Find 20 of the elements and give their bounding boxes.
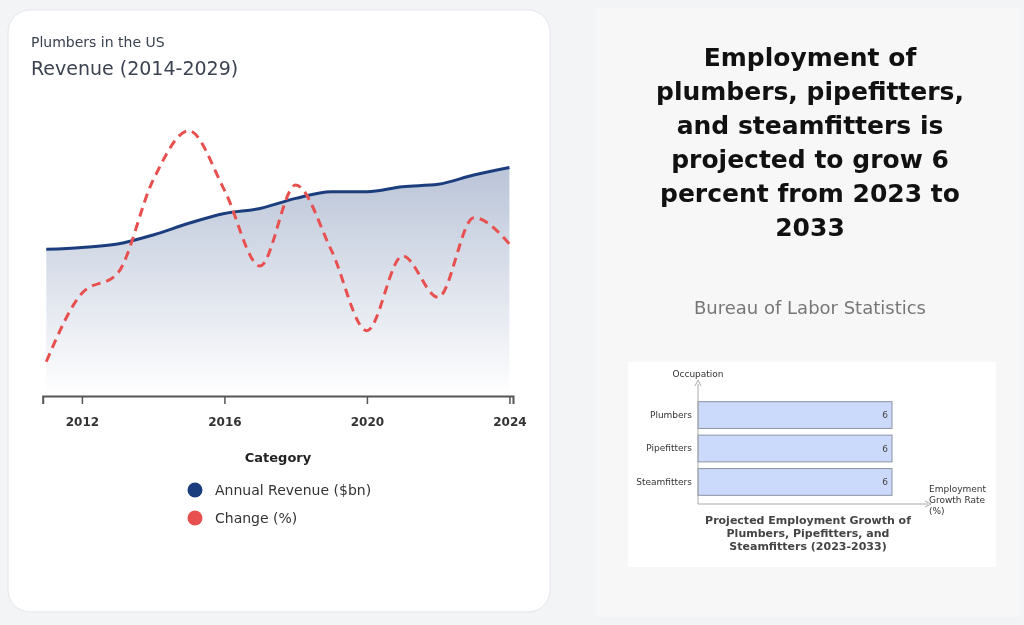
x-axis-title: Category <box>244 450 312 465</box>
y-tick-label: Pipefitters <box>646 443 693 454</box>
text: Projected Employment Growth of Plumbers, Pipefitters, and Steamfitters (2023-2033) <box>705 514 912 553</box>
chart-subtitle: Bureau of Labor Statistics <box>694 297 926 318</box>
chart-subtitle: Revenue (2014-2029) <box>31 57 239 79</box>
data-label: 6 <box>882 476 889 487</box>
legend-label: Annual Revenue ($bn) <box>215 482 372 498</box>
chart-title: Plumbers in the US <box>31 34 165 50</box>
data-label: 6 <box>882 410 889 421</box>
x-axis-title: Employment Growth Rate (%) <box>929 484 987 516</box>
x-tick-label: 2016 <box>208 415 242 430</box>
x-tick-label: 2020 <box>350 415 385 430</box>
y-tick-label: Plumbers <box>649 409 693 420</box>
data-label: 6 <box>882 443 889 454</box>
chart-title: Employment of plumbers, pipefitters, and steamfitters is projected to grow 6 percent from 2023 to 2033 <box>656 43 964 242</box>
legend-label: Change (%) <box>215 510 298 526</box>
y-axis-title: Occupation <box>672 369 724 379</box>
y-tick-label: Steamfitters <box>636 476 693 487</box>
x-tick-label: 2024 <box>493 415 527 430</box>
x-tick-label: 2012 <box>65 415 100 430</box>
